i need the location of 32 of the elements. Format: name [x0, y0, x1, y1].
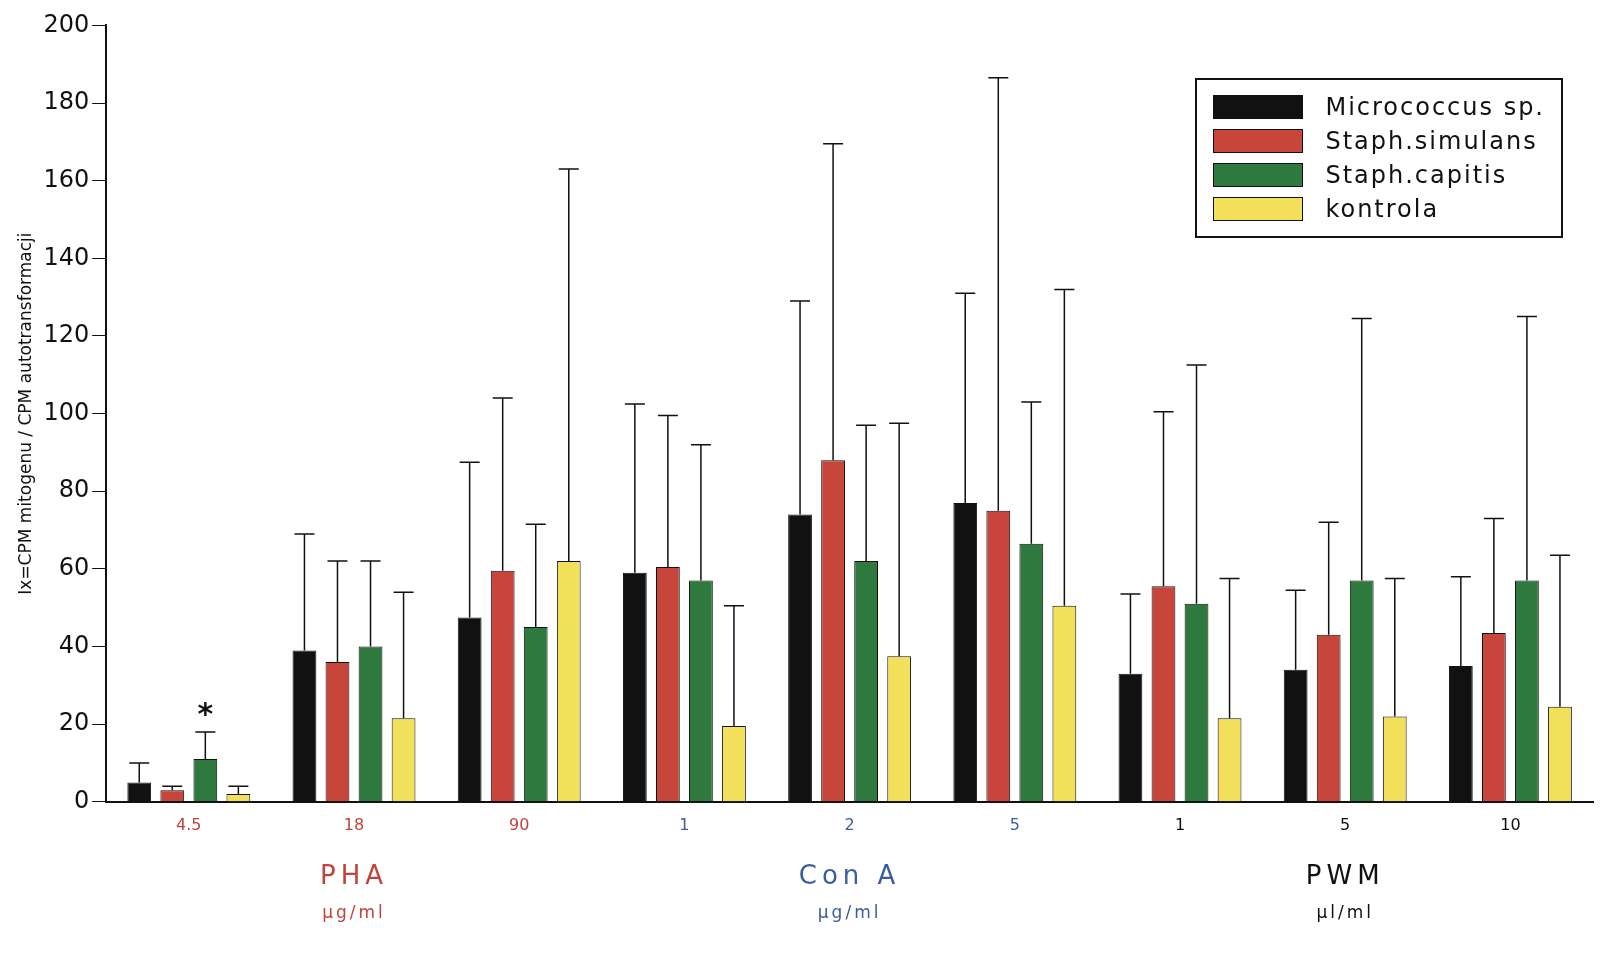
legend-label: Staph.simulans	[1325, 127, 1538, 155]
text: μg/ml	[817, 901, 882, 922]
annotation: *	[197, 695, 214, 731]
y-tick-label: 180	[43, 87, 90, 116]
y-tick-label: 20	[58, 708, 90, 737]
y-tick-label: 80	[58, 475, 90, 504]
text: PWM	[1305, 859, 1385, 890]
y-axis-title: Ix=CPM mitogenu / CPM autotransformacji	[14, 232, 35, 595]
legend-label: Micrococcus sp.	[1325, 93, 1545, 121]
x-tick-label: 1	[679, 814, 690, 834]
x-tick-label: 10	[1500, 814, 1521, 834]
x-tick-label: 5	[1340, 814, 1351, 834]
x-tick-label: 5	[1009, 814, 1020, 834]
x-tick-label: 1	[1174, 814, 1186, 834]
x-tick-label: 90	[509, 814, 530, 834]
y-tick-label: 60	[58, 553, 90, 582]
x-tick-label: 18	[343, 814, 365, 834]
y-tick-label: 140	[43, 242, 90, 271]
text: PHA	[320, 859, 389, 890]
y-tick-label: 100	[43, 397, 90, 426]
y-tick-label: 40	[58, 630, 90, 659]
text: μg/ml	[322, 901, 386, 922]
x-tick-label: 4.5	[176, 814, 202, 834]
legend-label: Staph.capitis	[1325, 161, 1508, 189]
y-tick-label: 200	[43, 9, 90, 38]
x-tick-label: 2	[844, 814, 855, 834]
y-tick-label: 120	[43, 320, 90, 349]
y-tick-label: 0	[73, 786, 90, 815]
y-tick-label: 160	[43, 164, 90, 193]
text: μl/ml	[1316, 901, 1374, 922]
legend-label: kontrola	[1325, 195, 1440, 223]
text: Con A	[798, 859, 901, 890]
